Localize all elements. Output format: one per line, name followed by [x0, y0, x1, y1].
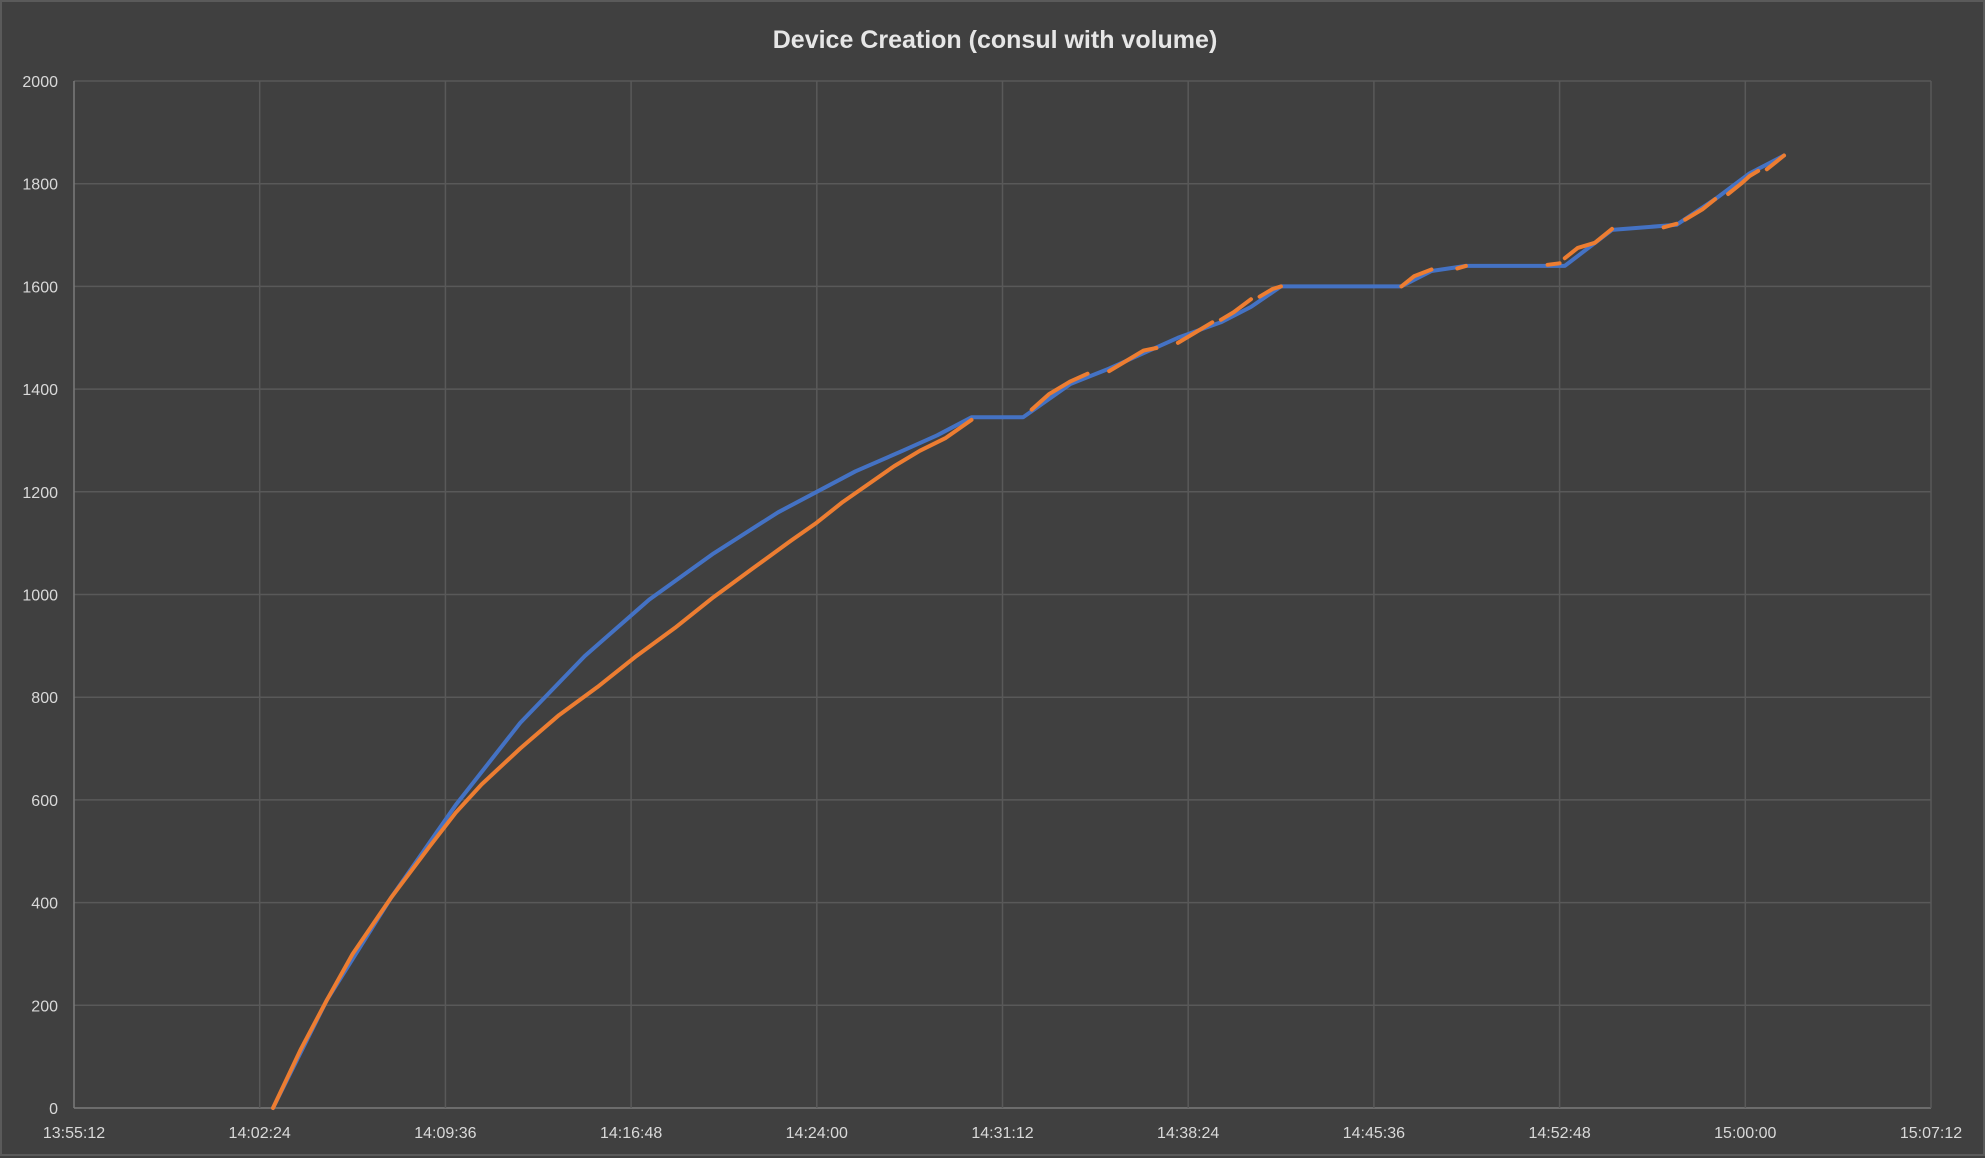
- y-tick-label: 800: [31, 690, 58, 707]
- series-segment-2: [1399, 267, 1434, 289]
- series-segment-2: [1257, 284, 1283, 299]
- x-tick-label: 14:52:48: [1528, 1125, 1590, 1142]
- series-segment-2: [1545, 261, 1562, 267]
- series-segment-2: [1107, 346, 1159, 374]
- y-tick-label: 0: [49, 1101, 58, 1118]
- y-tick-label: 1200: [22, 485, 58, 502]
- series-segment-2: [1661, 221, 1679, 230]
- y-tick-label: 400: [31, 896, 58, 913]
- series-line-1: [271, 153, 1786, 1110]
- y-tick-label: 200: [31, 998, 58, 1015]
- series-lines: [271, 153, 1786, 1110]
- series-line-2: [271, 417, 974, 1110]
- chart-title: Device Creation (consul with volume): [773, 26, 1218, 54]
- series-segment-2: [1683, 197, 1718, 222]
- x-tick-label: 14:38:24: [1157, 1125, 1219, 1142]
- y-tick-label: 600: [31, 793, 58, 810]
- x-tick-label: 14:31:12: [971, 1125, 1033, 1142]
- x-tick-label: 14:24:00: [786, 1125, 848, 1142]
- y-tick-label: 1000: [22, 588, 58, 605]
- series-segment-2: [1764, 153, 1786, 172]
- x-tick-label: 13:55:12: [43, 1125, 105, 1142]
- x-tick-label: 14:09:36: [414, 1125, 476, 1142]
- x-tick-label: 14:16:48: [600, 1125, 662, 1142]
- y-tick-label: 1400: [22, 382, 58, 399]
- series-segment-2: [1726, 168, 1761, 196]
- series-segment-2: [1455, 263, 1468, 271]
- series-segment-2: [1562, 226, 1614, 261]
- y-axis-tick-labels: 0 200 400 600 800 1000 1200 1400 1600 1800 2000: [22, 74, 58, 1118]
- x-tick-label: 14:02:24: [229, 1125, 291, 1142]
- x-axis-tick-labels: 13:55:12 14:02:24 14:09:36 14:16:48 14:24:00…: [43, 1125, 1962, 1142]
- y-tick-label: 2000: [22, 74, 58, 91]
- series-segment-2: [1175, 320, 1215, 345]
- y-tick-label: 1600: [22, 279, 58, 296]
- y-tick-label: 1800: [22, 177, 58, 194]
- gridlines: [73, 80, 1932, 1109]
- x-tick-label: 15:07:12: [1900, 1125, 1962, 1142]
- series-segment-2: [1029, 371, 1090, 412]
- x-tick-label: 15:00:00: [1714, 1125, 1776, 1142]
- series-segment-2: [1218, 297, 1253, 322]
- x-tick-label: 14:45:36: [1343, 1125, 1405, 1142]
